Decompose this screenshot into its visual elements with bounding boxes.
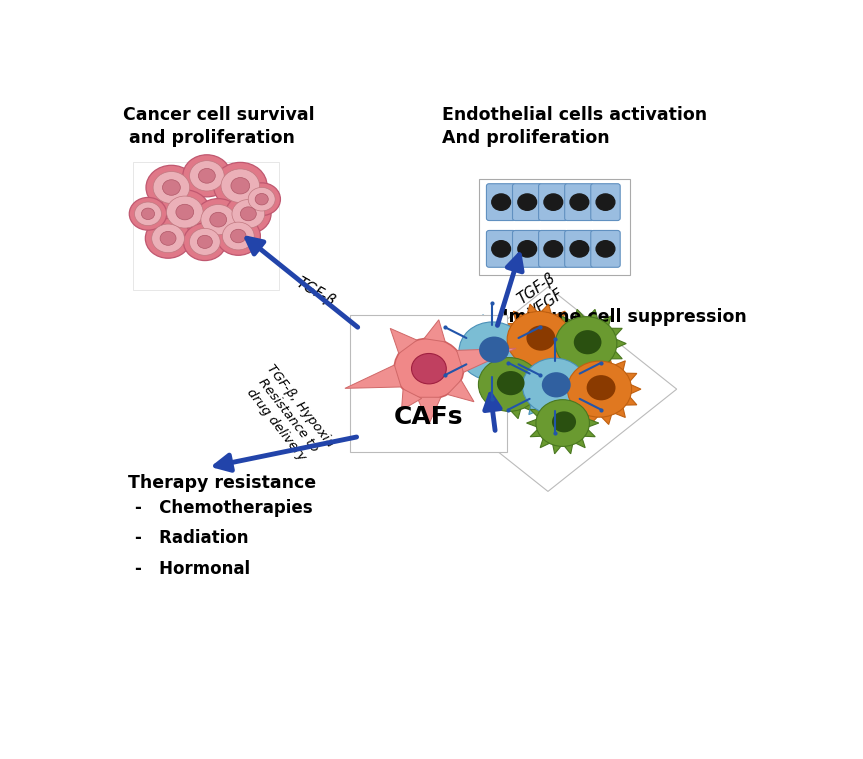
Circle shape <box>152 224 185 253</box>
Circle shape <box>552 411 576 433</box>
Circle shape <box>479 336 509 363</box>
Circle shape <box>394 339 463 399</box>
Circle shape <box>555 317 617 370</box>
Polygon shape <box>345 365 401 389</box>
Text: Cancer cell survival
 and proliferation: Cancer cell survival and proliferation <box>123 106 314 147</box>
Circle shape <box>570 194 589 210</box>
Polygon shape <box>526 392 599 454</box>
Polygon shape <box>457 348 516 373</box>
Circle shape <box>153 172 190 203</box>
FancyBboxPatch shape <box>487 231 516 267</box>
Circle shape <box>198 235 212 248</box>
Circle shape <box>536 400 589 446</box>
FancyBboxPatch shape <box>539 184 568 221</box>
Circle shape <box>241 207 256 221</box>
Text: TGF-β: TGF-β <box>293 275 337 309</box>
Text: TGF-β, Hypoxia
Resistance to
drug delivery: TGF-β, Hypoxia Resistance to drug delive… <box>241 362 337 468</box>
Circle shape <box>459 322 526 380</box>
FancyBboxPatch shape <box>539 231 568 267</box>
Circle shape <box>225 194 271 234</box>
FancyBboxPatch shape <box>564 231 594 267</box>
Circle shape <box>223 222 255 250</box>
Circle shape <box>230 229 246 243</box>
Circle shape <box>217 217 261 255</box>
Circle shape <box>176 204 193 220</box>
Polygon shape <box>450 315 535 388</box>
Text: CAFs: CAFs <box>394 405 463 429</box>
Circle shape <box>570 241 589 257</box>
FancyBboxPatch shape <box>591 231 620 267</box>
Polygon shape <box>513 351 596 421</box>
Polygon shape <box>419 287 677 491</box>
Text: -   Chemotherapies: - Chemotherapies <box>135 499 312 517</box>
Circle shape <box>162 180 180 195</box>
Circle shape <box>587 375 615 400</box>
Circle shape <box>161 231 176 245</box>
Polygon shape <box>424 320 445 342</box>
Polygon shape <box>469 350 549 419</box>
Circle shape <box>526 326 555 351</box>
FancyBboxPatch shape <box>133 162 279 290</box>
Circle shape <box>210 213 227 227</box>
Text: IL1, MCP1, IL6: IL1, MCP1, IL6 <box>447 389 531 453</box>
Circle shape <box>194 199 243 241</box>
Circle shape <box>184 223 226 260</box>
Circle shape <box>255 194 268 205</box>
Polygon shape <box>447 380 474 402</box>
Circle shape <box>243 183 280 216</box>
Circle shape <box>518 194 537 210</box>
Circle shape <box>231 178 249 194</box>
FancyBboxPatch shape <box>513 231 542 267</box>
Circle shape <box>129 197 167 230</box>
Circle shape <box>412 354 446 384</box>
Circle shape <box>190 161 224 191</box>
Circle shape <box>478 357 540 411</box>
Circle shape <box>542 372 570 398</box>
FancyBboxPatch shape <box>479 179 629 276</box>
Circle shape <box>574 330 602 354</box>
Text: Immune cell suppression: Immune cell suppression <box>502 308 747 326</box>
Circle shape <box>146 165 197 209</box>
Circle shape <box>221 169 260 203</box>
FancyBboxPatch shape <box>487 184 516 221</box>
Text: -   Radiation: - Radiation <box>135 530 249 547</box>
Text: Endothelial cells activation
And proliferation: Endothelial cells activation And prolife… <box>442 106 708 147</box>
Text: TGF-β
VEGF: TGF-β VEGF <box>514 270 568 321</box>
Circle shape <box>201 204 236 235</box>
Circle shape <box>213 162 267 209</box>
Polygon shape <box>401 389 422 410</box>
Circle shape <box>523 358 587 414</box>
Polygon shape <box>390 329 417 354</box>
Circle shape <box>596 241 614 257</box>
Circle shape <box>596 194 614 210</box>
Circle shape <box>492 194 511 210</box>
Circle shape <box>518 241 537 257</box>
Circle shape <box>249 187 275 211</box>
Circle shape <box>160 190 211 235</box>
Polygon shape <box>546 310 627 378</box>
Circle shape <box>145 219 191 258</box>
FancyBboxPatch shape <box>564 184 594 221</box>
FancyBboxPatch shape <box>591 184 620 221</box>
Circle shape <box>135 202 161 225</box>
Circle shape <box>232 200 265 228</box>
Circle shape <box>544 241 563 257</box>
Circle shape <box>183 155 231 197</box>
Polygon shape <box>558 354 641 424</box>
Circle shape <box>190 228 220 255</box>
Polygon shape <box>498 304 581 375</box>
FancyBboxPatch shape <box>350 315 507 452</box>
Circle shape <box>507 311 571 367</box>
Circle shape <box>567 361 632 417</box>
Text: -   Hormonal: - Hormonal <box>135 560 249 578</box>
Circle shape <box>142 208 154 219</box>
Polygon shape <box>417 397 441 424</box>
Circle shape <box>492 241 511 257</box>
Circle shape <box>167 196 203 228</box>
Circle shape <box>198 168 215 183</box>
Circle shape <box>497 371 525 395</box>
FancyBboxPatch shape <box>513 184 542 221</box>
Circle shape <box>544 194 563 210</box>
Text: Therapy resistance: Therapy resistance <box>128 474 316 492</box>
